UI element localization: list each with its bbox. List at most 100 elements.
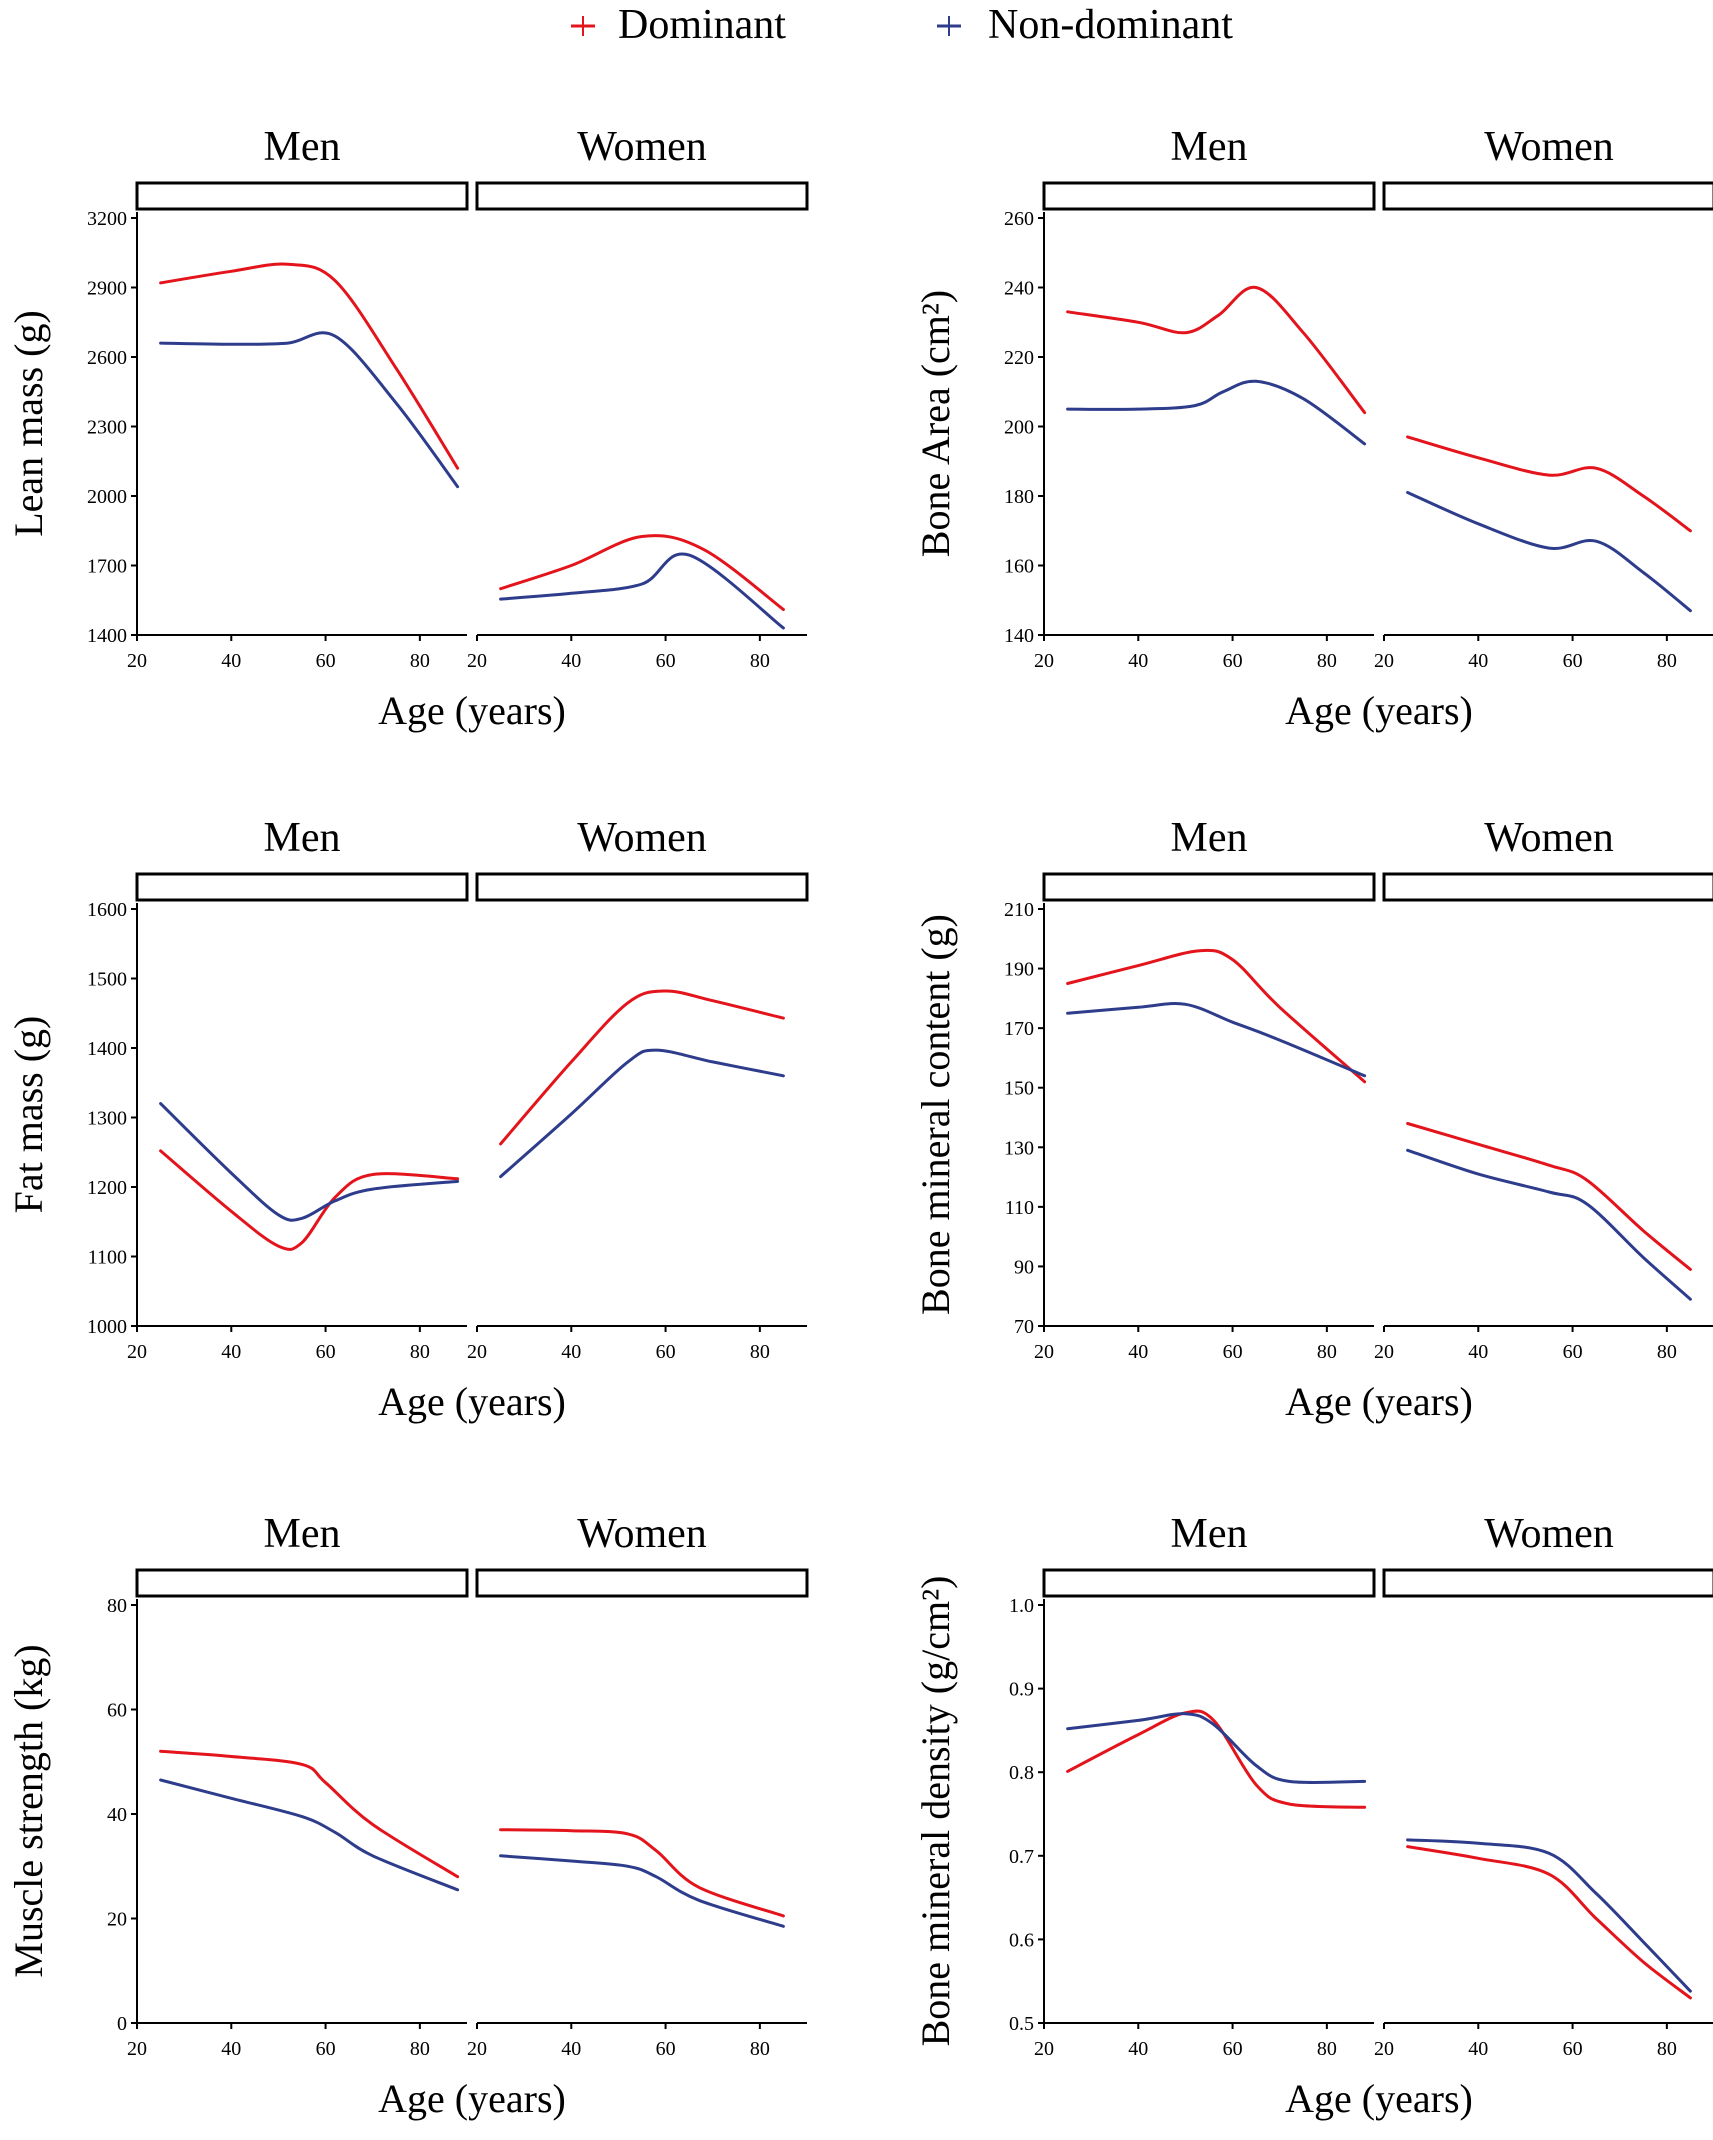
- x-tick-label: 20: [127, 1341, 147, 1363]
- x-tick-label: 80: [750, 650, 770, 672]
- facet-strip: [1042, 181, 1376, 211]
- x-tick-label: 20: [467, 2038, 487, 2060]
- facet-title-women: Women: [577, 1511, 707, 1557]
- panel-bone-area-cm: Bone Area (cm²) 140 160 180 200 220 240 260 Age …: [913, 124, 1713, 733]
- y-tick-label: 1100: [88, 1247, 127, 1269]
- x-tick-label: 60: [1223, 650, 1243, 672]
- y-tick-label: 200: [1004, 417, 1034, 439]
- facet-strip: [1042, 872, 1376, 902]
- series-line-non-dominant: [159, 1778, 460, 1892]
- y-tick-label: 2600: [87, 347, 127, 369]
- x-tick-label: 20: [467, 1341, 487, 1363]
- y-tick-label: 60: [107, 1700, 127, 1722]
- x-axis-title: Age (years): [1285, 1379, 1473, 1424]
- x-tick-label: 40: [561, 2038, 581, 2060]
- x-tick-label: 40: [1468, 2038, 1488, 2060]
- y-tick-label: 1300: [87, 1108, 127, 1130]
- y-axis-title-bone-mineral-content-g: Bone mineral content (g): [913, 914, 958, 1315]
- series-line-non-dominant: [1406, 1838, 1692, 1993]
- facet-women: Women 20 40 60 80: [1374, 815, 1713, 1363]
- facet-strip: [1382, 872, 1713, 902]
- panel-bone-mineral-content-g: Bone mineral content (g) 70 90 110 130 150 170…: [913, 815, 1713, 1424]
- y-tick-label: 110: [1005, 1197, 1034, 1219]
- y-tick-label: 190: [1004, 959, 1034, 981]
- x-axis-title: Age (years): [1285, 2076, 1473, 2121]
- x-tick-label: 40: [1128, 2038, 1148, 2060]
- x-tick-label: 60: [1563, 650, 1583, 672]
- x-tick-label: 80: [1317, 650, 1337, 672]
- series-line-non-dominant: [499, 552, 785, 630]
- facet-title-men: Men: [264, 1511, 341, 1557]
- x-tick-label: 80: [1657, 2038, 1677, 2060]
- legend-label-non-dominant: Non-dominant: [988, 2, 1233, 48]
- y-tick-label: 0.6: [1009, 1929, 1034, 1951]
- facet-strip: [135, 1568, 469, 1598]
- series-line-dominant: [1406, 435, 1692, 533]
- x-tick-label: 40: [221, 1341, 241, 1363]
- legend-item-dominant[interactable]: Dominant: [571, 2, 786, 48]
- x-tick-label: 20: [1374, 650, 1394, 672]
- facet-strip: [135, 872, 469, 902]
- facet-title-women: Women: [577, 815, 707, 861]
- y-tick-label: 210: [1004, 899, 1034, 921]
- x-tick-label: 60: [656, 650, 676, 672]
- series-line-dominant: [1406, 1845, 1692, 2000]
- x-tick-label: 40: [221, 2038, 241, 2060]
- y-tick-label: 20: [107, 1909, 127, 1931]
- series-line-non-dominant: [1066, 1002, 1367, 1078]
- series-line-non-dominant: [1406, 1148, 1692, 1301]
- facet-strip: [1382, 1568, 1713, 1598]
- facet-men: Men 20 40 60 80: [1034, 124, 1376, 672]
- x-tick-label: 80: [1657, 650, 1677, 672]
- series-line-non-dominant: [1066, 379, 1367, 446]
- y-tick-label: 1500: [87, 969, 127, 991]
- facet-title-men: Men: [264, 124, 341, 170]
- y-axis-title-bone-mineral-density-g-cm: Bone mineral density (g/cm²): [913, 1576, 958, 2047]
- facet-women: Women 20 40 60 80: [1374, 124, 1713, 672]
- series-line-dominant: [499, 534, 785, 611]
- y-tick-label: 1400: [87, 625, 127, 647]
- x-tick-label: 20: [127, 650, 147, 672]
- y-tick-label: 1400: [87, 1038, 127, 1060]
- facet-strip: [1042, 1568, 1376, 1598]
- x-tick-label: 80: [750, 2038, 770, 2060]
- panel-lean-mass-g: Lean mass (g) 1400 1700 2000 2300 2600 2900 320…: [6, 124, 809, 733]
- facet-title-women: Women: [1484, 815, 1614, 861]
- x-tick-label: 60: [1563, 1341, 1583, 1363]
- y-tick-label: 80: [107, 1595, 127, 1617]
- y-tick-label: 160: [1004, 556, 1034, 578]
- y-tick-label: 2300: [87, 417, 127, 439]
- series-line-dominant: [499, 1828, 785, 1918]
- panels: Lean mass (g)140017002000230026002900320…: [6, 124, 1713, 2121]
- y-axis-title-fat-mass-g: Fat mass (g): [6, 1016, 51, 1214]
- facet-men: Men 20 40 60 80: [1034, 815, 1376, 1363]
- y-tick-label: 2900: [87, 278, 127, 300]
- x-tick-label: 60: [1563, 2038, 1583, 2060]
- x-tick-label: 40: [1128, 650, 1148, 672]
- facet-title-men: Men: [1171, 1511, 1248, 1557]
- facet-strip: [475, 181, 809, 211]
- x-tick-label: 20: [1034, 1341, 1054, 1363]
- facet-strip: [475, 872, 809, 902]
- x-tick-label: 40: [1128, 1341, 1148, 1363]
- x-tick-label: 20: [127, 2038, 147, 2060]
- series-line-non-dominant: [1406, 491, 1692, 613]
- series-line-non-dominant: [499, 1854, 785, 1928]
- series-line-dominant: [159, 1149, 460, 1251]
- series-line-non-dominant: [499, 1048, 785, 1179]
- x-tick-label: 20: [1034, 650, 1054, 672]
- y-axis-title-muscle-strength-kg: Muscle strength (kg): [6, 1644, 51, 1977]
- series-line-non-dominant: [159, 1102, 460, 1222]
- y-tick-label: 220: [1004, 347, 1034, 369]
- x-axis-title: Age (years): [1285, 688, 1473, 733]
- legend-item-non-dominant[interactable]: Non-dominant: [937, 2, 1233, 48]
- legend: Dominant Non-dominant: [571, 2, 1233, 48]
- facet-men: Men 20 40 60 80: [1034, 1511, 1376, 2060]
- panel-bone-mineral-density-g-cm: Bone mineral density (g/cm²) 0.5 0.6 0.7 0.8…: [913, 1511, 1713, 2121]
- series-line-dominant: [1406, 1122, 1692, 1271]
- y-tick-label: 0.9: [1009, 1679, 1034, 1701]
- x-tick-label: 20: [1374, 2038, 1394, 2060]
- series-line-dominant: [159, 262, 460, 470]
